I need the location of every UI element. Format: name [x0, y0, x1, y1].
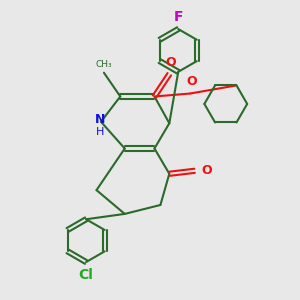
Text: F: F [173, 10, 183, 24]
Text: O: O [166, 56, 176, 69]
Text: N: N [95, 113, 106, 127]
Text: O: O [186, 75, 197, 88]
Text: CH₃: CH₃ [96, 60, 112, 69]
Text: O: O [201, 164, 212, 177]
Text: H: H [96, 127, 105, 137]
Text: Cl: Cl [79, 268, 94, 282]
